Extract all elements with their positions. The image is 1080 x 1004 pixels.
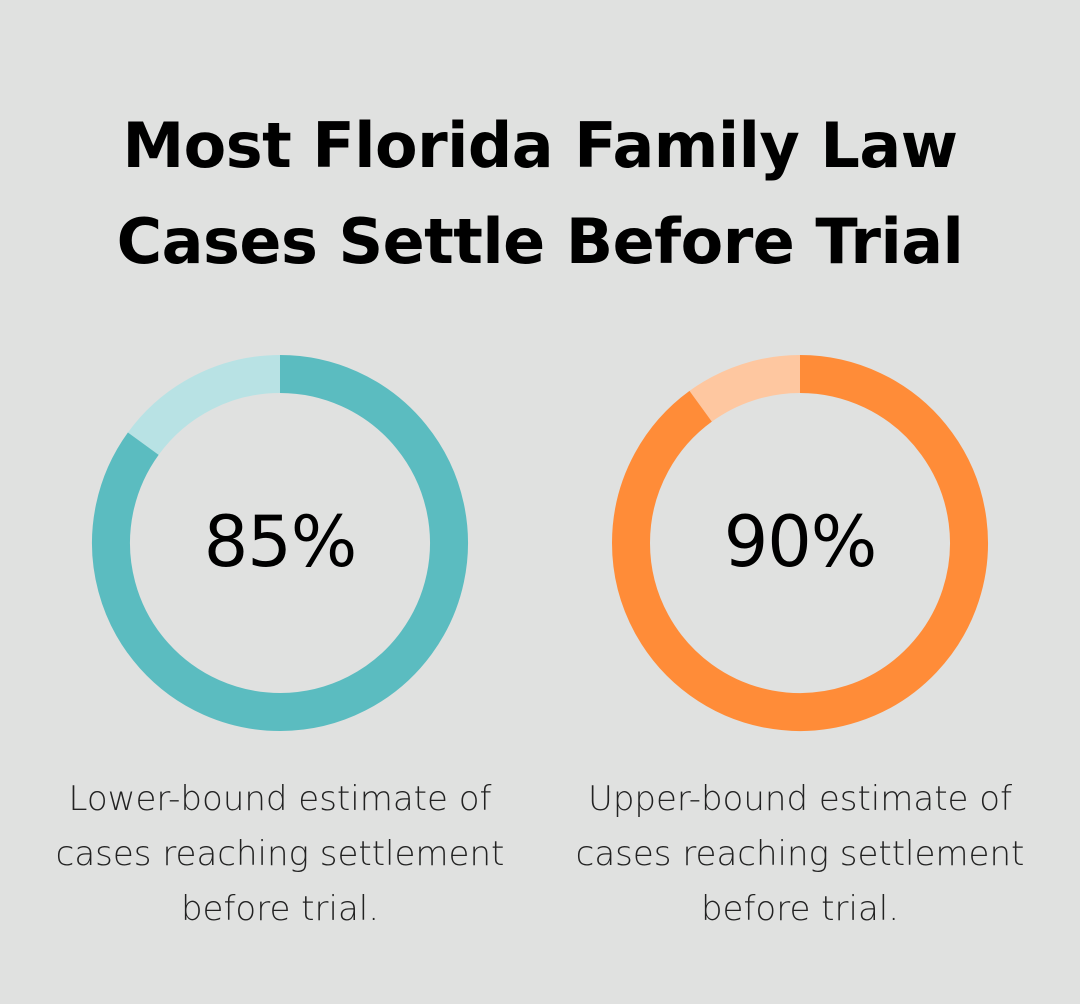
caption-lower-line-3: before trial. [180, 889, 380, 929]
donut-value-arc [92, 355, 468, 731]
donut-caption-upper: Upper-bound estimate of cases reaching s… [550, 772, 1050, 937]
donut-remainder-arc [689, 355, 801, 422]
donut-remainder-arc [127, 355, 281, 456]
caption-lower-line-1: Lower-bound estimate of [68, 779, 492, 819]
donut-chart-upper-bound [612, 355, 988, 731]
chart-title-line-2: Cases Settle Before Trial [116, 205, 964, 278]
caption-upper-line-3: before trial. [700, 889, 900, 929]
donut-chart-lower-bound [92, 355, 468, 731]
chart-title-line-1: Most Florida Family Law [122, 109, 958, 182]
caption-upper-line-2: cases reaching settlement [575, 834, 1025, 874]
caption-lower-line-2: cases reaching settlement [55, 834, 505, 874]
donut-value-arc [612, 355, 988, 731]
donut-value-label-lower: 85% [203, 501, 358, 583]
donut-caption-lower: Lower-bound estimate of cases reaching s… [30, 772, 530, 937]
caption-upper-line-1: Upper-bound estimate of [587, 779, 1013, 819]
donut-value-label-upper: 90% [723, 501, 878, 583]
chart-title: Most Florida Family Law Cases Settle Bef… [0, 98, 1080, 290]
